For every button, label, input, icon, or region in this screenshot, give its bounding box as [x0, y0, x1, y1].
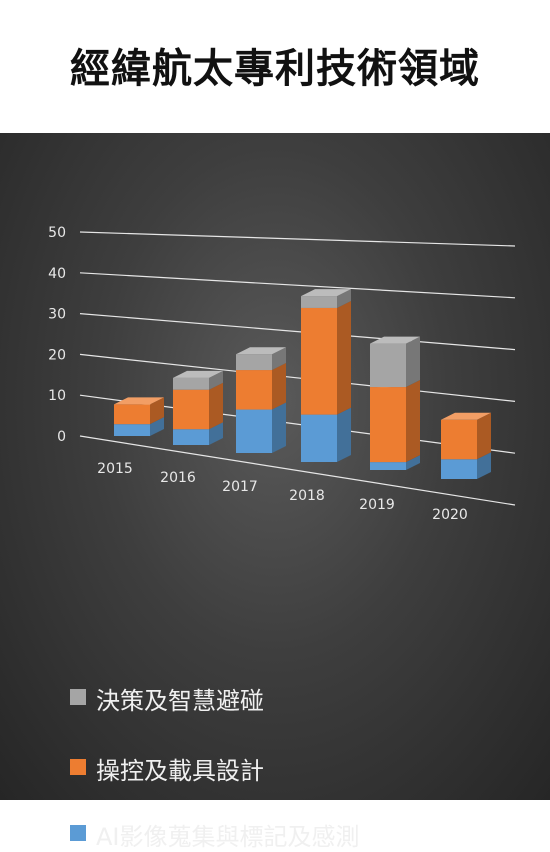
- bar-segment-2017-0: [236, 402, 286, 453]
- legend-label-ai-imaging: AI影像蒐集與標記及感測: [96, 823, 360, 851]
- x-tick-label: 2018: [289, 488, 325, 504]
- title-band: 經緯航太專利技術領域: [0, 0, 550, 133]
- y-tick-label: 50: [48, 225, 66, 241]
- x-tick-label: 2017: [222, 479, 258, 495]
- bar-front: [370, 387, 406, 463]
- bar-front: [301, 307, 337, 415]
- bar-segment-2017-2: [236, 347, 286, 371]
- bar-side: [406, 455, 420, 470]
- bar-top: [370, 336, 420, 344]
- bar-side: [209, 422, 223, 445]
- bar-segment-2019-0: [370, 455, 420, 470]
- bar-side: [209, 382, 223, 430]
- bar-stack-2015: [114, 397, 164, 436]
- bar-segment-2018-2: [301, 289, 351, 308]
- bar-stack-2016: [173, 370, 223, 445]
- legend-swatch-control: [70, 759, 86, 775]
- bar-front: [173, 377, 209, 390]
- gridline: [79, 353, 516, 402]
- bar-top: [236, 347, 286, 355]
- page-title: 經緯航太專利技術領域: [70, 46, 480, 92]
- bar-side: [337, 300, 351, 415]
- bar-segment-2016-0: [173, 422, 223, 445]
- bar-top: [173, 370, 223, 378]
- x-tick-label: 2015: [97, 461, 133, 477]
- bar-front: [236, 409, 272, 453]
- bar-front: [370, 462, 406, 470]
- bar-stack-2019: [370, 336, 420, 470]
- bar-segment-2017-1: [236, 363, 286, 410]
- stacked-bar-chart: 0 10 20 30 40 50 2015 2016 2017 2018 2019 2020: [48, 225, 516, 523]
- bar-front: [114, 424, 150, 436]
- bar-front: [441, 459, 477, 479]
- legend-label-control: 操控及載具設計: [96, 757, 264, 785]
- bar-segment-2015-0: [114, 417, 164, 436]
- bar-segment-2016-2: [173, 370, 223, 390]
- bar-top: [114, 397, 164, 405]
- bar-top: [441, 412, 491, 420]
- bar-top: [301, 289, 351, 297]
- bar-side: [477, 452, 491, 479]
- bar-front: [370, 343, 406, 388]
- gridline: [79, 435, 516, 506]
- bar-front: [236, 370, 272, 410]
- gridline: [79, 313, 516, 351]
- bar-stack-2018: [301, 289, 351, 462]
- gridline: [79, 272, 516, 299]
- bar-side: [337, 289, 351, 308]
- bar-side: [209, 370, 223, 390]
- legend-swatch-decision: [70, 689, 86, 705]
- bar-segment-2018-0: [301, 407, 351, 462]
- bar-stack-2017: [236, 347, 286, 453]
- bar-side: [477, 412, 491, 460]
- bar-front: [301, 414, 337, 462]
- bar-segment-2020-1: [441, 412, 491, 460]
- bar-side: [337, 407, 351, 462]
- chart-panel: 0 10 20 30 40 50 2015 2016 2017 2018 2019 2020 決策及…: [0, 133, 550, 851]
- bar-side: [272, 363, 286, 410]
- gridline: [79, 231, 516, 247]
- bar-segment-2020-0: [441, 452, 491, 479]
- bar-side: [272, 347, 286, 371]
- bar-front: [114, 404, 150, 425]
- y-tick-label: 20: [48, 347, 66, 363]
- legend-swatch-ai-imaging: [70, 825, 86, 841]
- legend-label-decision: 決策及智慧避碰: [96, 687, 264, 715]
- bar-segment-2019-1: [370, 380, 420, 463]
- bar-front: [173, 429, 209, 445]
- y-tick-label: 10: [48, 388, 66, 404]
- bar-side: [150, 417, 164, 436]
- bar-stack-2020: [441, 412, 491, 479]
- bar-front: [301, 296, 337, 308]
- y-tick-label: 30: [48, 307, 66, 323]
- x-tick-label: 2016: [160, 470, 196, 486]
- x-tick-label: 2020: [432, 507, 468, 523]
- bar-front: [236, 354, 272, 371]
- bar-segment-2019-2: [370, 336, 420, 388]
- bar-side: [272, 402, 286, 453]
- y-tick-label: 40: [48, 266, 66, 282]
- y-tick-label: 0: [57, 429, 66, 445]
- bar-segment-2018-1: [301, 300, 351, 415]
- bar-side: [406, 380, 420, 463]
- bar-side: [406, 336, 420, 388]
- bar-front: [441, 419, 477, 460]
- bar-segment-2016-1: [173, 382, 223, 430]
- x-tick-label: 2019: [359, 497, 395, 513]
- bar-side: [150, 397, 164, 425]
- bar-segment-2015-1: [114, 397, 164, 425]
- bar-front: [173, 389, 209, 430]
